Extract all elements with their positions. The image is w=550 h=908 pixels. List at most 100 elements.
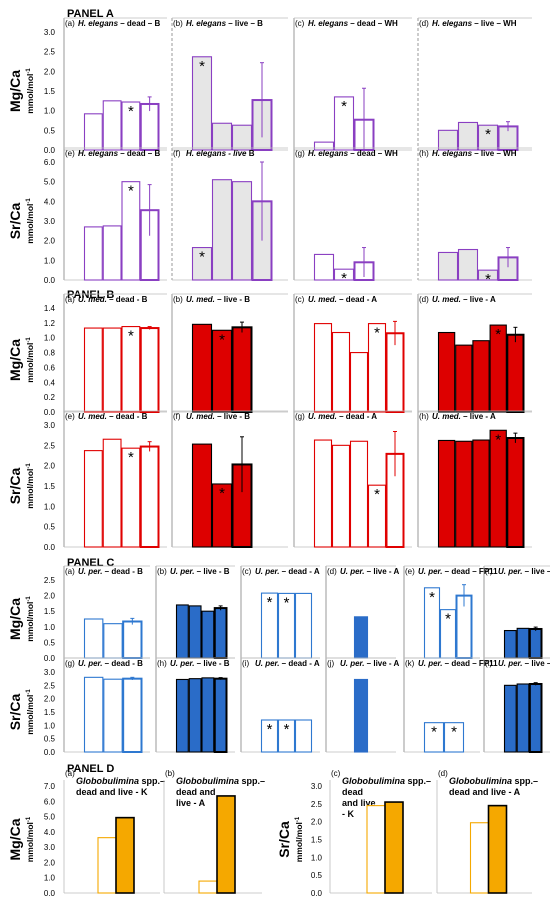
y-tick-label: 0.2 [44, 393, 56, 402]
bar [455, 344, 473, 413]
y-tick-label: 1.0 [44, 107, 56, 116]
bar [528, 683, 543, 753]
sample-descriptor: – live - B [215, 412, 250, 421]
bar [83, 450, 103, 548]
significance-star: * [199, 58, 205, 75]
y-tick-label: 1.0 [44, 334, 56, 343]
bar [211, 122, 233, 151]
subpanel-title: U. per. – live – FP11 [498, 567, 550, 576]
species-name: U. per. [498, 567, 522, 576]
y-ticks: 0.0 0.5 1.0 1.5 2.0 2.5 3.0 [44, 28, 56, 155]
bar [97, 837, 117, 894]
y-axis-label: Mg/Ca [7, 818, 23, 860]
subchart-C14: (k) U. per. – dead – FP11 * * [403, 657, 498, 753]
bar [122, 677, 143, 754]
y-tick-label: 0.5 [44, 126, 56, 135]
subpanel-letter: (g) [65, 659, 75, 668]
y-axis-unit: mmol/mol-1 [25, 198, 35, 244]
panel-title: PANEL D [67, 763, 114, 775]
subpanel-letter: (f) [173, 149, 181, 158]
bar [83, 113, 103, 151]
subchart-A12: (g) H. elegans – dead – WH * [293, 147, 412, 287]
bar [83, 676, 104, 753]
species-name: H. elegans [78, 19, 119, 28]
bar [437, 331, 456, 413]
subpanel-title-line: dead [342, 787, 363, 797]
y-tick-label: 0.0 [44, 276, 56, 285]
sample-descriptor: – live - A [364, 567, 399, 576]
subpanel-letter: (d) [419, 295, 429, 304]
subpanel-letter: (d) [327, 567, 337, 576]
bar [313, 439, 333, 548]
y-tick-label: 0.0 [44, 748, 56, 757]
subpanel-title-line: dead and [176, 787, 216, 797]
y-label-group: Mg/Ca mmol/mol-1 [7, 337, 35, 383]
subchart-C10: (g) U. per. – dead - B [63, 657, 150, 754]
subpanel-title-line: dead and live - K [76, 787, 148, 797]
bar [423, 722, 445, 753]
y-tick-label: 0.0 [44, 146, 56, 155]
subpanel-title-line: dead and live - A [449, 787, 521, 797]
species-name: U. med. [308, 295, 337, 304]
bar [457, 121, 479, 151]
y-axis-label: Mg/Ca [7, 70, 23, 112]
bar [188, 678, 202, 753]
y-tick-label: 2.0 [44, 462, 56, 471]
title-rest: spp.– [408, 776, 432, 786]
bar [313, 323, 333, 413]
y-tick-label: 2.5 [311, 800, 323, 809]
y-tick-label: 2.0 [311, 818, 323, 827]
bar [437, 439, 456, 548]
subpanel-title: U. med. – live - B [186, 295, 250, 304]
bar [349, 440, 369, 548]
y-axis-unit: mmol/mol-1 [25, 816, 35, 862]
subpanel-title: U. med. – live - B [186, 412, 250, 421]
y-axis-unit: mmol/mol-1 [294, 816, 304, 862]
subchart-C01: (b) U. per. – live - B [155, 565, 235, 660]
y-axis-unit: mmol/mol-1 [25, 68, 35, 114]
bar [349, 352, 369, 413]
bar [503, 629, 517, 659]
bar [83, 618, 104, 659]
y-axis-label: Sr/Ca [7, 694, 23, 731]
bar [457, 248, 479, 281]
bar [437, 129, 459, 151]
subchart-C02: (c) U. per. – dead - A * * [240, 565, 320, 659]
subpanel-title: U. per. – live - B [170, 567, 230, 576]
y-ticks: 0.0 0.5 1.0 1.5 2.0 2.5 [44, 576, 56, 663]
bar [506, 333, 525, 413]
y-tick-label: 4.0 [44, 828, 56, 837]
subchart-C13: (j) U. per. – live - A [325, 657, 400, 753]
bar [139, 445, 160, 549]
subpanel-title: H. elegans – dead – B [78, 149, 160, 158]
y-label-group: Mg/Ca mmol/mol-1 [7, 596, 35, 642]
bar [103, 678, 123, 753]
sample-descriptor: – dead – B [118, 149, 160, 158]
subpanel-title: H. elegans - live B [186, 149, 255, 158]
y-label-group: Mg/Ca mmol/mol-1 [7, 68, 35, 114]
subpanel-title-line: Globobulimina spp.– [176, 776, 265, 786]
y-label-group: Sr/Ca mmol/mol-1 [7, 198, 35, 244]
subpanel-letter: (g) [295, 149, 305, 158]
subpanel-letter: (c) [242, 567, 252, 576]
significance-star: * [495, 431, 501, 448]
significance-star: * [284, 721, 290, 738]
y-tick-label: 2.5 [44, 48, 56, 57]
sample-descriptor: – dead – WH [348, 149, 398, 158]
subpanel-title-line: Globobulimina spp.– [76, 776, 165, 786]
y-tick-label: 0.0 [44, 408, 56, 417]
bar [102, 100, 122, 151]
subpanel-letter: (a) [65, 567, 75, 576]
species-name: H. elegans [432, 19, 473, 28]
y-tick-label: 3.0 [44, 421, 56, 430]
sample-descriptor: – live - B [215, 295, 250, 304]
y-tick-label: 0.4 [44, 378, 56, 387]
y-label-group: Sr/Ca mmol/mol-1 [7, 463, 35, 509]
sample-descriptor: – live - B [194, 659, 229, 668]
subpanel-title-line: - K [342, 809, 354, 819]
species-name: U. per. [170, 659, 194, 668]
sample-descriptor: – live - B [194, 567, 229, 576]
species-name: U. per. [78, 567, 102, 576]
species-name: U. per. [418, 659, 442, 668]
